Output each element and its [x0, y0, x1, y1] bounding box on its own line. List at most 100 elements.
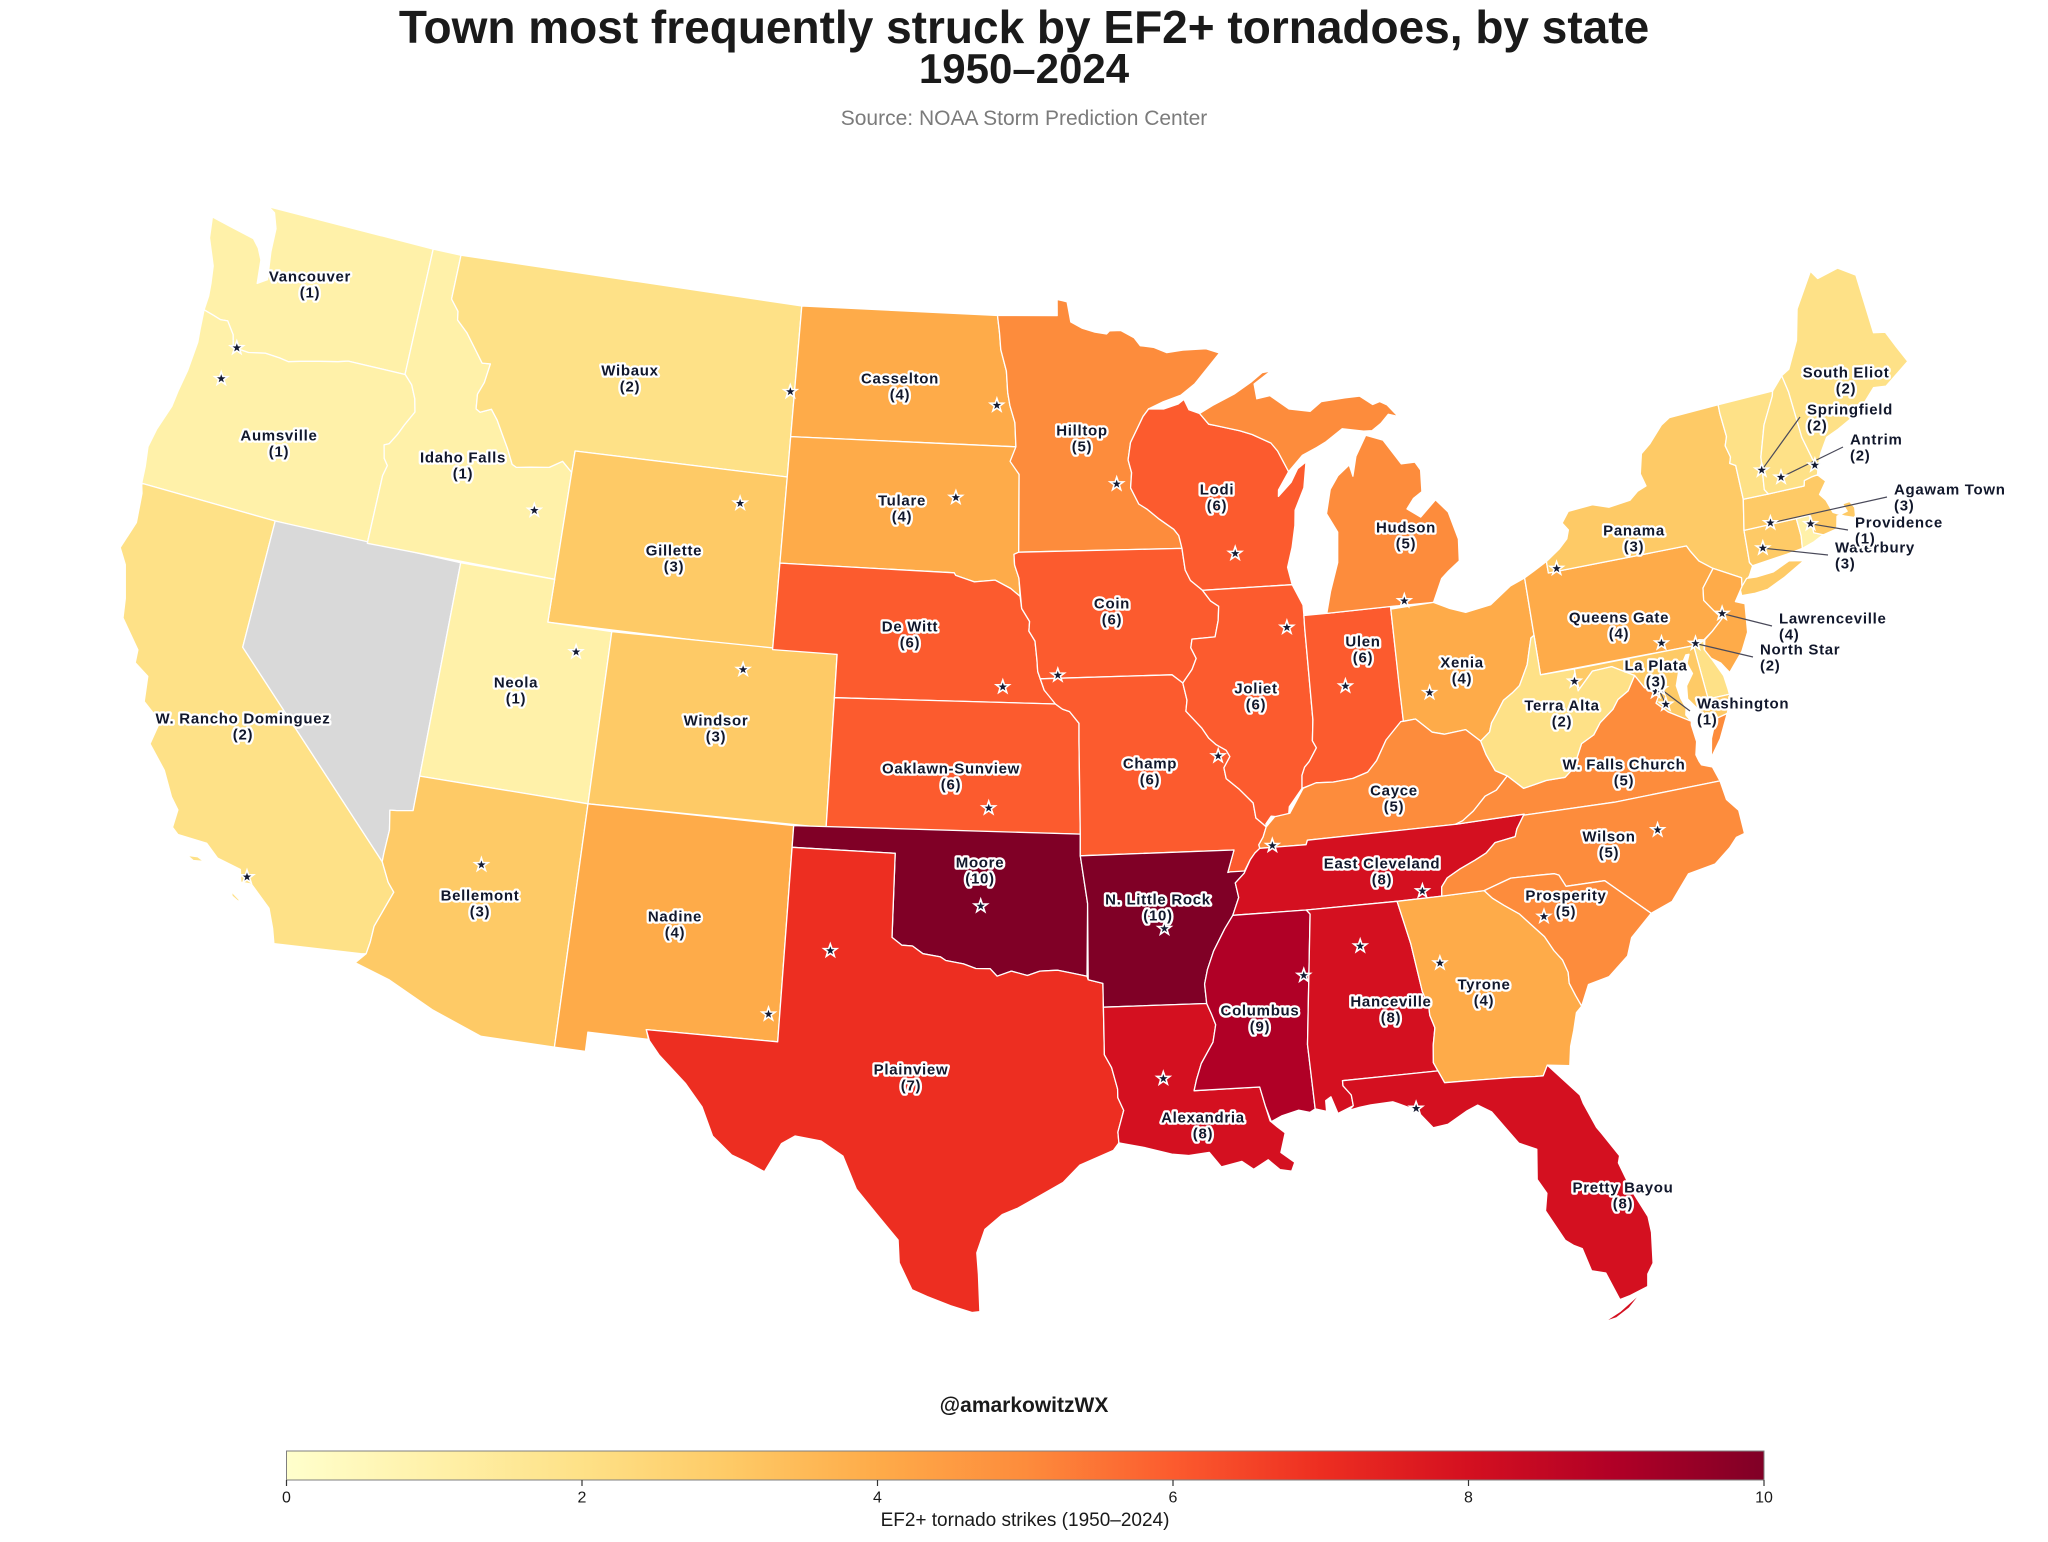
svg-text:(1): (1): [453, 466, 473, 483]
svg-text:Providence: Providence: [1855, 515, 1943, 532]
svg-text:(4): (4): [1609, 626, 1629, 643]
svg-text:(2): (2): [1807, 418, 1827, 435]
svg-text:(2): (2): [1552, 714, 1572, 731]
svg-text:Lodi: Lodi: [1200, 482, 1234, 499]
svg-text:(3): (3): [1835, 556, 1855, 573]
svg-text:Columbus: Columbus: [1221, 1003, 1300, 1020]
svg-text:Hanceville: Hanceville: [1350, 994, 1431, 1011]
svg-text:(4): (4): [1452, 671, 1472, 688]
svg-text:(10): (10): [1143, 908, 1172, 925]
svg-text:10: 10: [1755, 1490, 1773, 1507]
svg-text:(5): (5): [1396, 536, 1416, 553]
svg-text:W. Falls Church: W. Falls Church: [1562, 757, 1685, 774]
svg-text:(2): (2): [233, 727, 253, 744]
svg-text:Tyrone: Tyrone: [1457, 977, 1510, 994]
svg-text:East Cleveland: East Cleveland: [1324, 856, 1441, 873]
svg-text:Hilltop: Hilltop: [1056, 423, 1108, 440]
svg-text:(5): (5): [1072, 439, 1092, 456]
svg-text:(3): (3): [1894, 498, 1914, 515]
svg-text:La Plata: La Plata: [1624, 658, 1687, 675]
svg-text:Prosperity: Prosperity: [1525, 888, 1606, 905]
svg-text:Queens Gate: Queens Gate: [1569, 610, 1669, 627]
svg-text:(10): (10): [965, 871, 994, 888]
svg-text:Coin: Coin: [1094, 596, 1130, 613]
svg-text:Moore: Moore: [956, 855, 1005, 872]
svg-text:Champ: Champ: [1123, 756, 1177, 773]
svg-text:Bellemont: Bellemont: [441, 888, 520, 905]
svg-text:0: 0: [282, 1490, 291, 1507]
svg-text:Washington: Washington: [1697, 696, 1789, 713]
svg-text:Casselton: Casselton: [861, 371, 939, 388]
svg-text:(2): (2): [1836, 381, 1856, 398]
svg-text:(3): (3): [706, 729, 726, 746]
svg-text:Aumsville: Aumsville: [240, 428, 317, 445]
svg-text:N. Little Rock: N. Little Rock: [1105, 892, 1211, 909]
svg-text:(4): (4): [1779, 627, 1799, 644]
svg-text:Tulare: Tulare: [878, 493, 926, 510]
svg-text:Agawam Town: Agawam Town: [1894, 482, 2006, 499]
svg-text:Cayce: Cayce: [1370, 783, 1418, 800]
svg-text:(1): (1): [300, 285, 320, 302]
svg-text:(4): (4): [665, 925, 685, 942]
svg-text:(5): (5): [1599, 845, 1619, 862]
svg-text:(2): (2): [1850, 448, 1870, 465]
svg-text:(4): (4): [892, 509, 912, 526]
svg-text:Plainview: Plainview: [874, 1062, 949, 1079]
svg-text:(5): (5): [1614, 773, 1634, 790]
svg-text:Springfield: Springfield: [1807, 402, 1893, 419]
svg-text:(8): (8): [1613, 1196, 1633, 1213]
svg-text:(3): (3): [1624, 539, 1644, 556]
svg-text:1950–2024: 1950–2024: [919, 45, 1130, 92]
svg-text:6: 6: [1169, 1490, 1178, 1507]
svg-text:(7): (7): [901, 1078, 921, 1095]
svg-text:Hudson: Hudson: [1376, 520, 1436, 537]
svg-text:Joliet: Joliet: [1234, 681, 1277, 698]
svg-text:(5): (5): [1384, 799, 1404, 816]
svg-text:(4): (4): [890, 387, 910, 404]
svg-text:Xenia: Xenia: [1440, 655, 1484, 672]
svg-text:Wilson: Wilson: [1582, 829, 1635, 846]
svg-text:Panama: Panama: [1603, 523, 1665, 540]
svg-text:De Witt: De Witt: [882, 619, 938, 636]
svg-text:(6): (6): [1140, 772, 1160, 789]
svg-text:Waterbury: Waterbury: [1835, 540, 1915, 557]
svg-text:Gillette: Gillette: [646, 543, 702, 560]
svg-text:(6): (6): [1246, 697, 1266, 714]
svg-text:(3): (3): [1646, 674, 1666, 691]
svg-text:(2): (2): [1760, 658, 1780, 675]
svg-text:(1): (1): [269, 444, 289, 461]
svg-text:(2): (2): [620, 379, 640, 396]
svg-text:South Eliot: South Eliot: [1803, 365, 1890, 382]
svg-text:(3): (3): [470, 904, 490, 921]
svg-text:(8): (8): [1193, 1126, 1213, 1143]
svg-text:Oaklawn-Sunview: Oaklawn-Sunview: [882, 761, 1020, 778]
svg-text:Vancouver: Vancouver: [269, 269, 351, 286]
svg-text:(5): (5): [1556, 904, 1576, 921]
svg-text:(3): (3): [664, 559, 684, 576]
svg-text:Terra Alta: Terra Alta: [1524, 698, 1599, 715]
svg-text:(8): (8): [1372, 872, 1392, 889]
svg-text:2: 2: [578, 1490, 587, 1507]
svg-text:(6): (6): [941, 777, 961, 794]
svg-text:Source: NOAA Storm Prediction: Source: NOAA Storm Prediction Center: [841, 107, 1208, 130]
svg-text:(1): (1): [506, 691, 526, 708]
svg-text:(4): (4): [1474, 993, 1494, 1010]
svg-text:(1): (1): [1697, 712, 1717, 729]
svg-text:(8): (8): [1381, 1010, 1401, 1027]
svg-text:(6): (6): [900, 635, 920, 652]
svg-text:(9): (9): [1250, 1019, 1270, 1036]
svg-text:(6): (6): [1207, 498, 1227, 515]
svg-text:Alexandria: Alexandria: [1161, 1110, 1245, 1127]
svg-text:@amarkowitzWX: @amarkowitzWX: [940, 1394, 1109, 1417]
svg-text:Antrim: Antrim: [1850, 432, 1903, 449]
svg-text:Nadine: Nadine: [648, 909, 702, 926]
svg-text:EF2+ tornado strikes (1950–202: EF2+ tornado strikes (1950–2024): [881, 1510, 1170, 1531]
svg-text:Idaho Falls: Idaho Falls: [420, 450, 506, 467]
svg-text:Windsor: Windsor: [684, 713, 749, 730]
svg-text:4: 4: [873, 1490, 882, 1507]
svg-text:(6): (6): [1102, 612, 1122, 629]
svg-text:Town most frequently struck by: Town most frequently struck by EF2+ torn…: [399, 1, 1649, 53]
svg-text:8: 8: [1464, 1490, 1473, 1507]
svg-text:North Star: North Star: [1760, 642, 1840, 659]
svg-text:Wibaux: Wibaux: [601, 363, 658, 380]
